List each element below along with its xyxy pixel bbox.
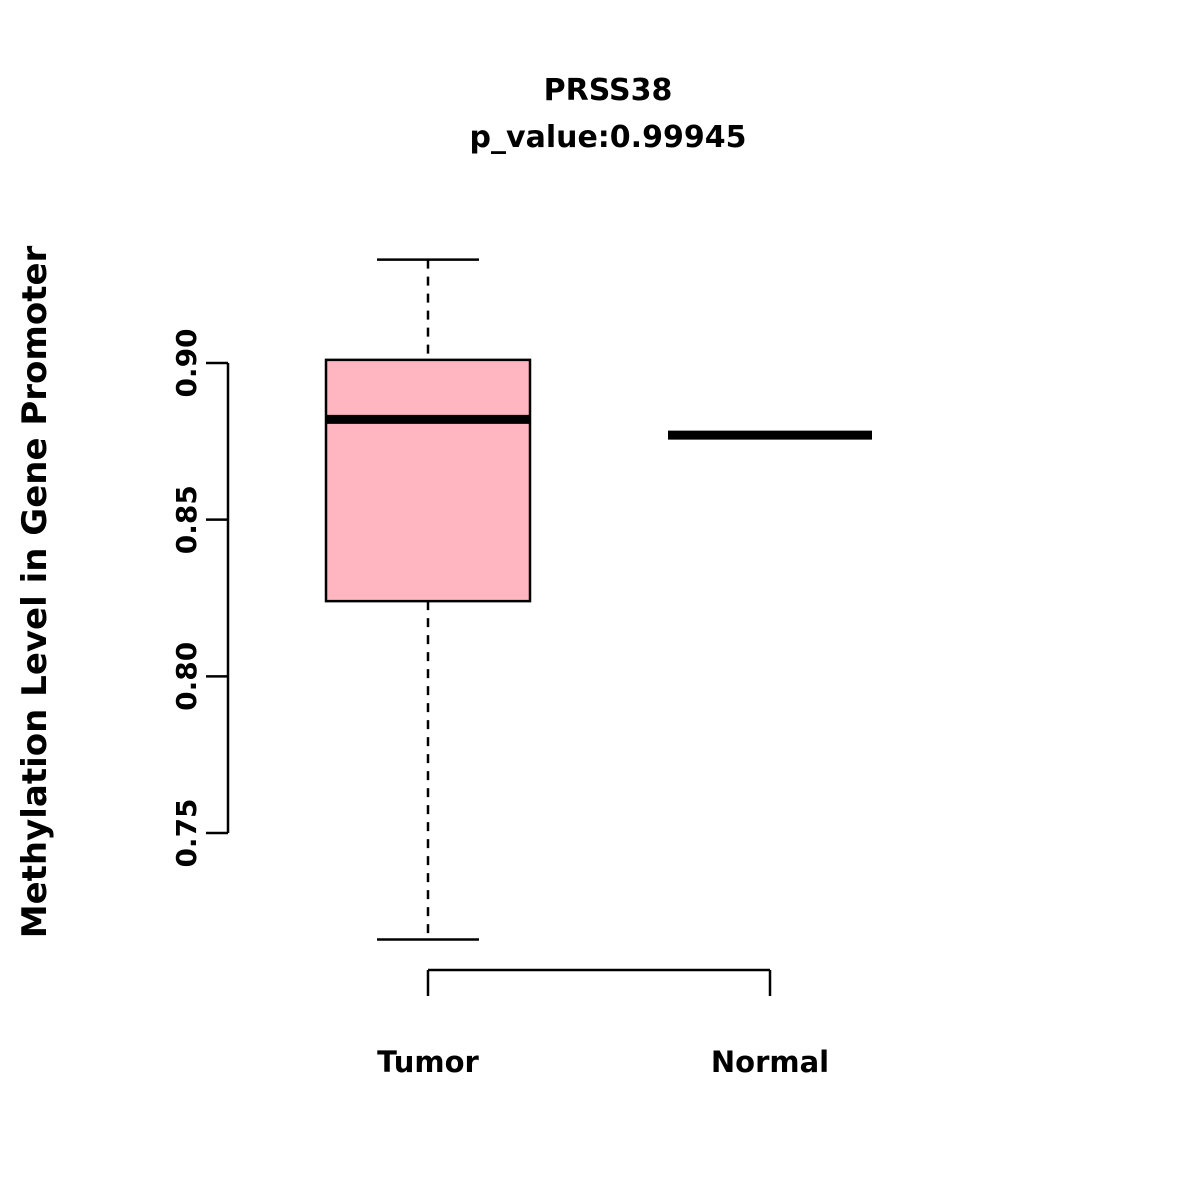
plot-area: 0.90 0.85 0.80 0.75 Tumor Normal: [170, 258, 872, 1079]
y-tick-label: 0.90: [170, 328, 203, 397]
y-tick-label: 0.80: [170, 642, 203, 711]
chart-title: PRSS38: [544, 73, 673, 108]
y-tick-label: 0.75: [170, 798, 203, 867]
x-tick-label: Tumor: [377, 1045, 479, 1079]
y-axis-label: Methylation Level in Gene Promoter: [15, 246, 55, 939]
x-tick-label: Normal: [711, 1045, 829, 1079]
y-tick-label: 0.85: [170, 485, 203, 554]
chart-subtitle: p_value:0.99945: [470, 120, 747, 155]
iqr-box: [324, 358, 532, 603]
